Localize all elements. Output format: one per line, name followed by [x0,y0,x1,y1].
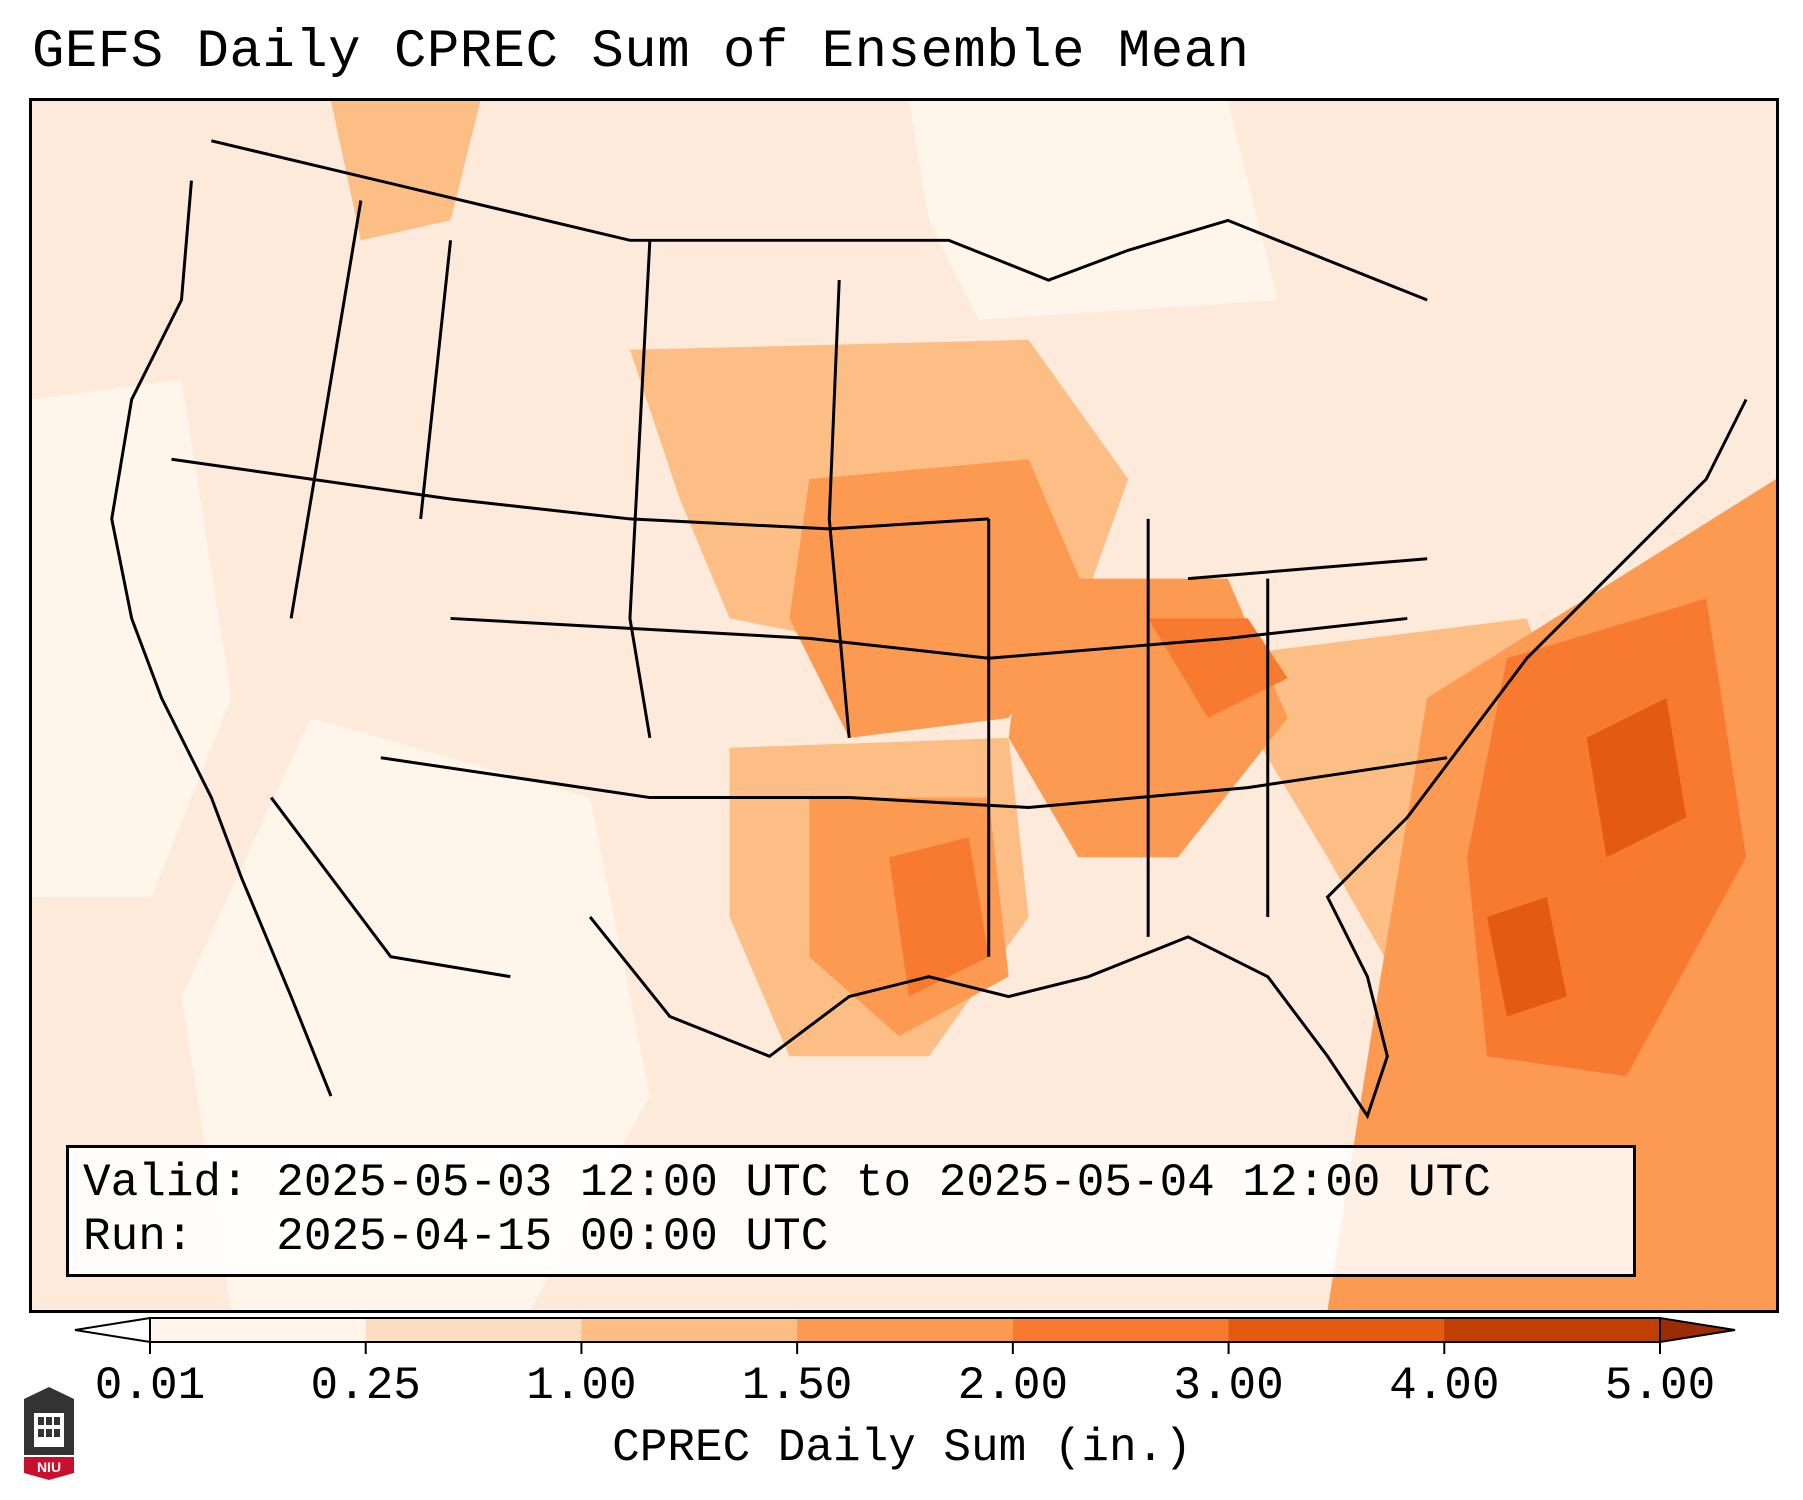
info-box: Valid: 2025-05-03 12:00 UTC to 2025-05-0… [66,1145,1636,1277]
valid-time-line: Valid: 2025-05-03 12:00 UTC to 2025-05-0… [83,1157,1491,1209]
colorbar-tick-label: 1.50 [741,1360,853,1412]
colorbar-segment [1012,1318,1230,1342]
colorbar-segment [150,1318,367,1342]
coastlines-and-borders [110,139,1748,1120]
colorbar-tick-label: 0.01 [94,1360,206,1412]
colorbar-segment [1444,1318,1661,1342]
colorbar-extend-left [74,1316,151,1344]
colorbar-label: CPREC Daily Sum (in.) [612,1422,1192,1474]
precip-shading [32,101,1776,1310]
colorbar-segment [1228,1318,1445,1342]
colorbar-extend-right [1659,1316,1736,1344]
map-panel [29,98,1779,1313]
colorbar-tick-label: 0.25 [310,1360,421,1412]
colorbar-tick-label: 4.00 [1389,1360,1500,1412]
niu-logo: NIU [24,1387,74,1480]
colorbar-frame [149,1317,1661,1343]
colorbar-tick-label: 2.00 [957,1360,1069,1412]
colorbar-segment [797,1318,1014,1342]
colorbar-tick-label: 5.00 [1604,1360,1716,1412]
colorbar-segments [74,1316,1736,1344]
niu-logo-text: NIU [37,1459,61,1475]
page-title: GEFS Daily CPREC Sum of Ensemble Mean [32,22,1250,83]
colorbar [74,1316,1736,1354]
colorbar-ticks [149,1342,1661,1354]
precip-map [32,101,1776,1310]
run-time-line: Run: 2025-04-15 00:00 UTC [83,1211,829,1263]
colorbar-tick-label: 3.00 [1173,1360,1284,1412]
colorbar-segment [581,1318,798,1342]
colorbar-segment [365,1318,582,1342]
colorbar-tick-label: 1.00 [526,1360,637,1412]
